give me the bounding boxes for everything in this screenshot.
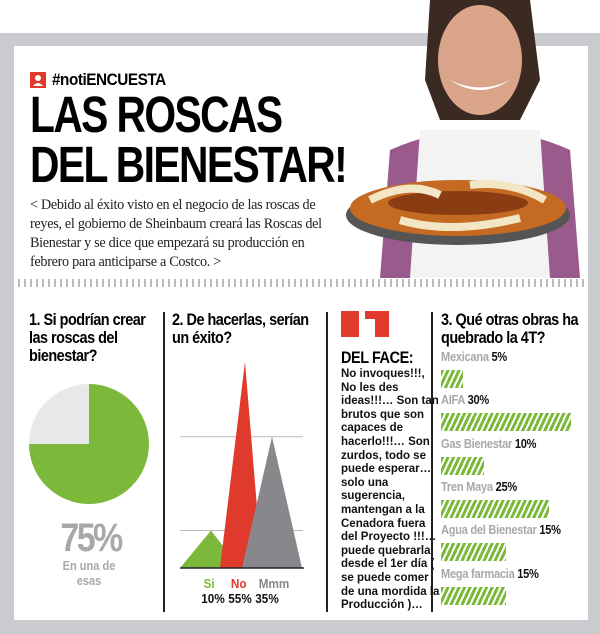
bar-category: Mega farmacia: [441, 565, 515, 581]
value-label: 55%: [228, 591, 252, 606]
bar: [441, 499, 550, 518]
bar-category: AIFA: [441, 392, 465, 408]
separator: [18, 279, 584, 287]
category-label: Mmm: [258, 576, 290, 591]
bar: [441, 586, 506, 605]
comment-text: No invoques!!!, No les des ideas!!!… Son…: [341, 368, 440, 612]
bar-category: Mexicana: [441, 349, 489, 364]
bar-label: Mexicana 5%: [441, 349, 507, 364]
section-tag: #notiENCUESTA: [30, 70, 178, 90]
value-label: 35%: [255, 591, 279, 606]
pie-big-label: 75%: [60, 516, 123, 560]
bar-value: 15%: [517, 565, 539, 581]
triangle-chart: [180, 361, 304, 569]
column-divider: [163, 312, 165, 612]
page-title: LAS ROSCAS DEL BIENESTAR!: [30, 86, 348, 193]
bar-label: Mega farmacia 15%: [441, 566, 539, 581]
column-divider: [326, 312, 328, 612]
bar: [441, 370, 463, 388]
bar-category: Gas Bienestar: [441, 435, 513, 451]
comment-heading: DEL FACE:: [341, 348, 414, 367]
bar-value: 15%: [539, 522, 561, 538]
bar-label: Agua del Bienestar 15%: [441, 522, 561, 537]
bar-label: Tren Maya 25%: [441, 479, 517, 494]
category-label: No: [230, 576, 247, 591]
bar-value: 25%: [495, 478, 518, 494]
facebook-comment: DEL FACE: No invoques!!!, No les des ide…: [341, 348, 441, 613]
bar-category: Tren Maya: [441, 478, 493, 494]
quote-icon: [341, 311, 389, 337]
user-icon: [30, 72, 46, 88]
question-3-title: 3. Qué otras obras ha quebrado la 4T?: [441, 310, 579, 347]
value-label: 10%: [201, 591, 225, 606]
bar-label: Gas Bienestar 10%: [441, 436, 536, 451]
triangle-no: [220, 361, 262, 568]
question-2-title: 2. De hacerlas, serían un éxito?: [172, 310, 309, 347]
column-divider: [431, 312, 433, 612]
bar: [441, 413, 571, 432]
category-label: Si: [203, 576, 215, 591]
pie-chart: [29, 384, 149, 504]
bar: [441, 456, 485, 475]
triangle-mmm: [242, 436, 302, 568]
bar-value: 30%: [467, 392, 490, 408]
bar-value: 5%: [491, 349, 508, 364]
lead-text: < Debido al éxito visto en el negocio de…: [30, 197, 322, 270]
question-1-title: 1. Si podrían crear las roscas del biene…: [29, 310, 146, 365]
pie-slice: [29, 384, 89, 444]
bar-category: Agua del Bienestar: [441, 522, 537, 538]
bar-value: 10%: [514, 435, 537, 451]
tag-text: #notiENCUESTA: [52, 70, 166, 89]
bar-label: AIFA 30%: [441, 392, 489, 407]
pie-caption: En una de esas: [62, 558, 116, 588]
photo-woman-with-rosca: [346, 0, 580, 278]
bar: [441, 543, 506, 562]
